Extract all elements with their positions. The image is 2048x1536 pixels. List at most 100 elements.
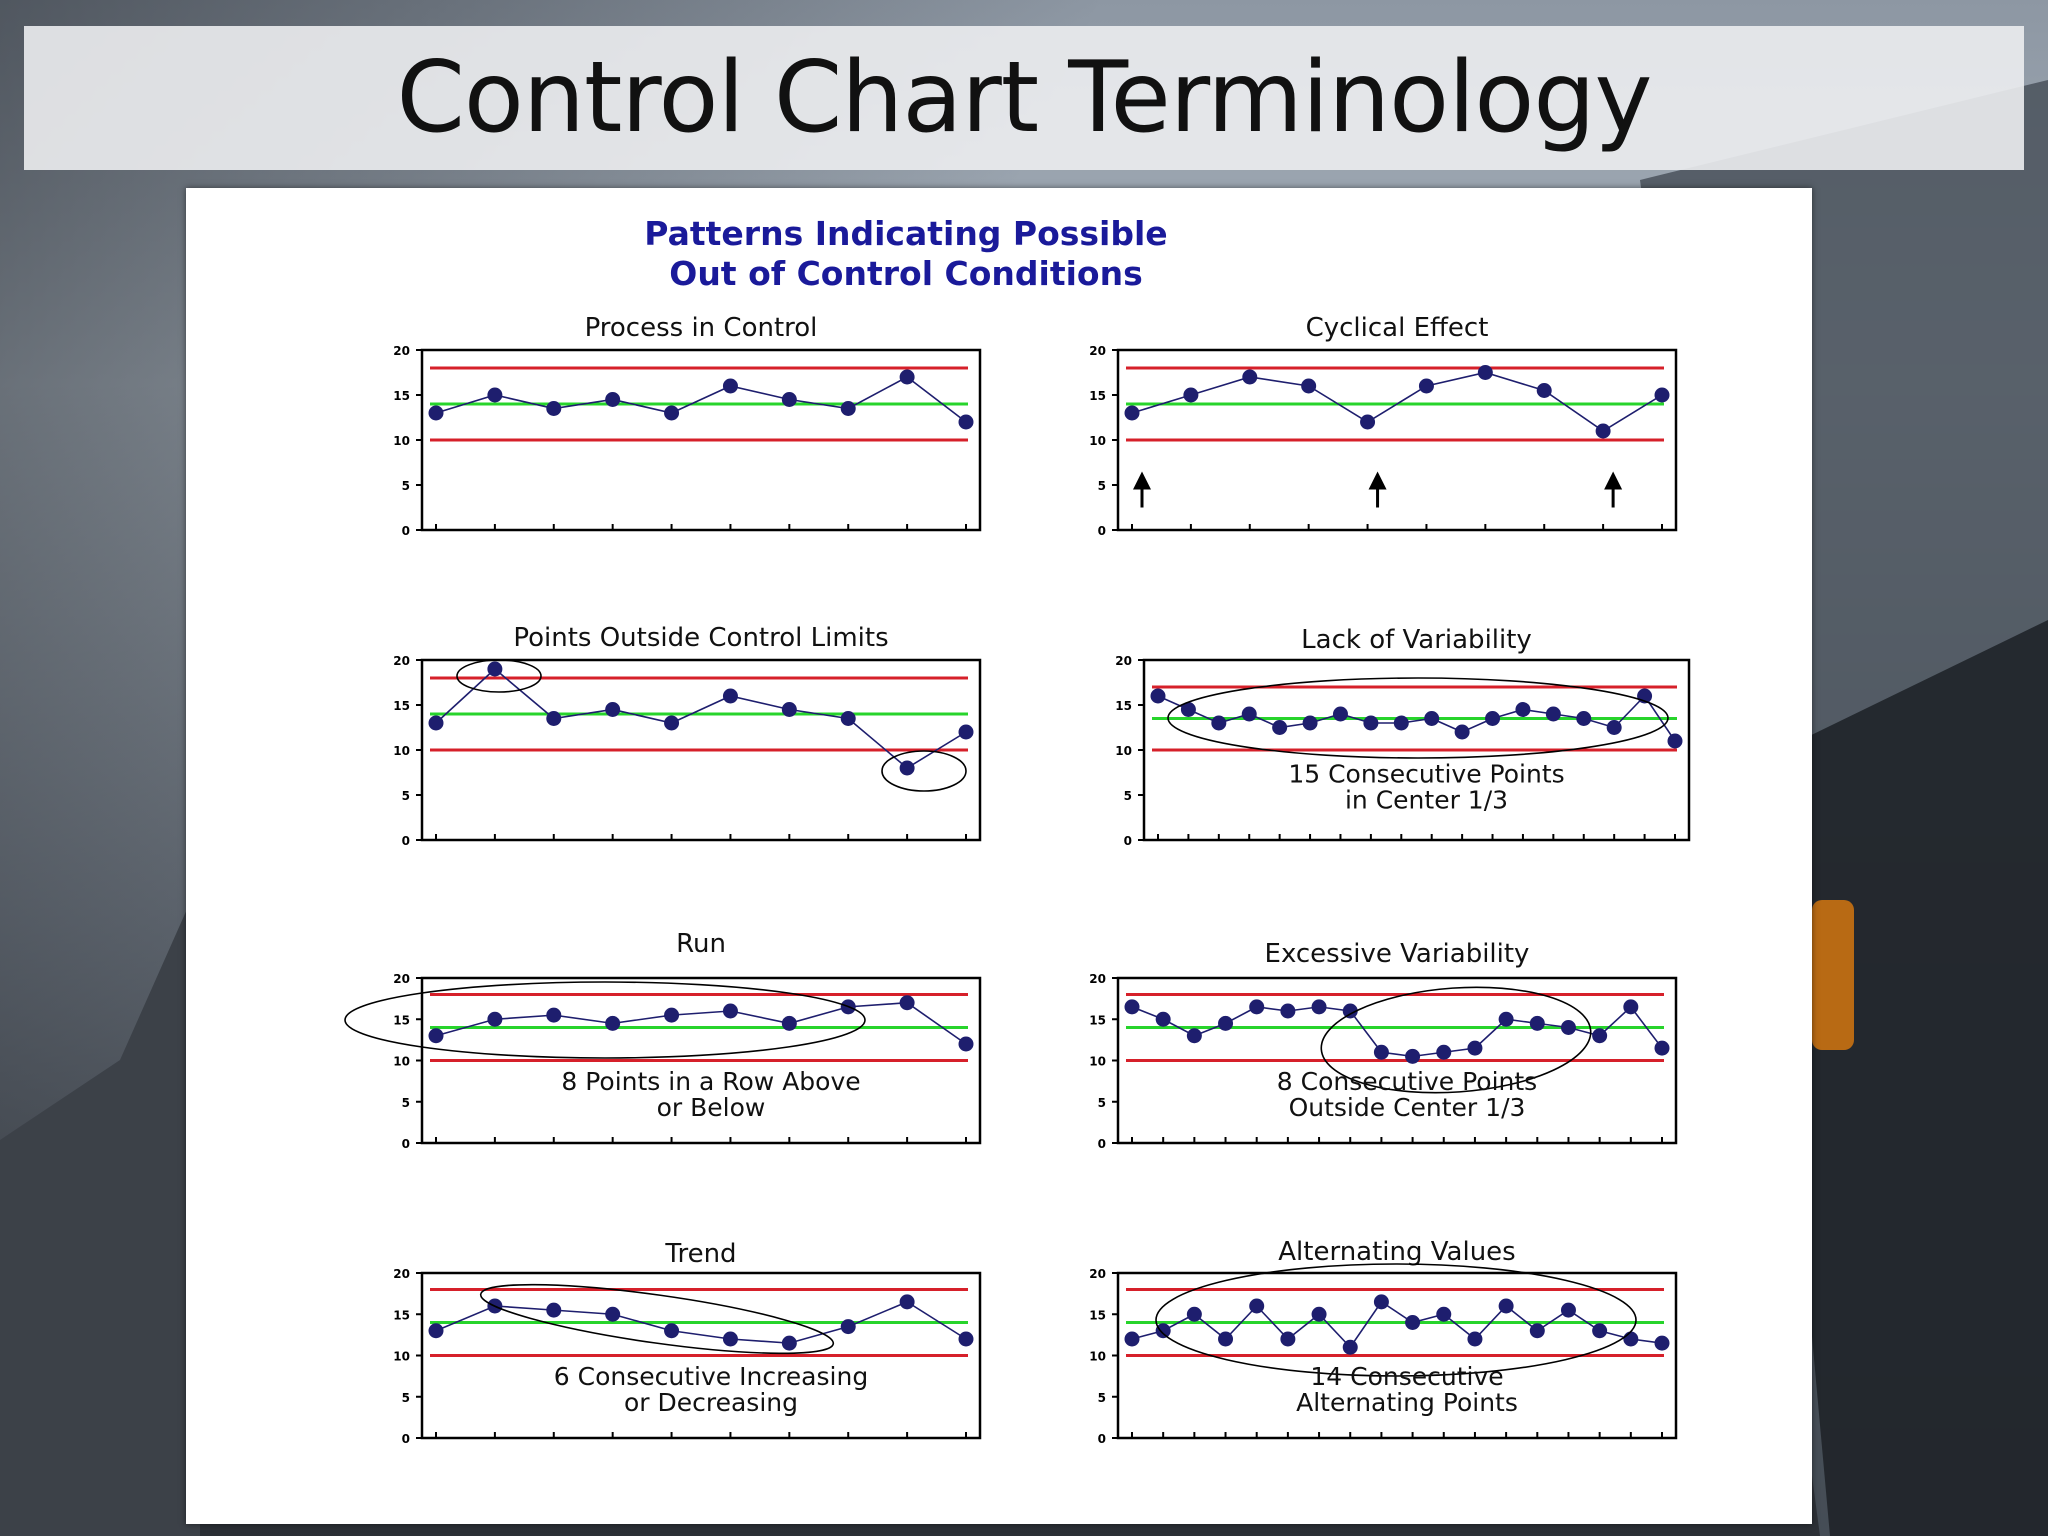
chart-1: Cyclical Effect 0 5 10 15 20 <box>1089 313 1678 538</box>
data-point <box>1124 405 1140 421</box>
data-point <box>605 1306 621 1322</box>
chart-annotation: 14 Consecutive <box>1310 1362 1503 1391</box>
data-point <box>958 414 974 430</box>
arrow-head <box>1133 471 1151 490</box>
data-point <box>1592 1028 1608 1044</box>
y-tick-label: 15 <box>393 389 410 403</box>
arrow-up-icon <box>1368 471 1387 508</box>
data-point <box>1606 720 1622 735</box>
data-point <box>1595 423 1611 439</box>
data-point <box>1436 1044 1452 1060</box>
data-point <box>1241 706 1257 722</box>
data-point <box>1280 1003 1296 1019</box>
chart-title: Alternating Values <box>1278 1237 1515 1267</box>
chart-title: Cyclical Effect <box>1306 313 1489 343</box>
series-line <box>435 1001 967 1045</box>
chart-annotation: in Center 1/3 <box>1345 785 1508 814</box>
data-point <box>1529 1015 1545 1031</box>
data-point <box>1424 711 1440 726</box>
panel-header: Patterns Indicating Possible Out of Cont… <box>186 214 1626 294</box>
data-point <box>1654 387 1670 403</box>
highlight-ellipse <box>1167 677 1669 759</box>
series-line <box>435 667 967 769</box>
y-tick-label: 5 <box>1098 479 1106 493</box>
y-tick-label: 15 <box>393 699 410 713</box>
y-tick-label: 10 <box>1115 744 1132 758</box>
y-tick-label: 0 <box>402 524 410 538</box>
y-tick-label: 20 <box>1115 654 1132 668</box>
y-tick-label: 5 <box>402 1391 410 1405</box>
data-point <box>1249 1298 1265 1314</box>
chart-annotation: 8 Points in a Row Above <box>561 1067 860 1096</box>
data-point <box>1249 999 1265 1015</box>
data-point <box>958 1036 974 1052</box>
data-point <box>1560 1020 1576 1035</box>
data-point <box>1467 1331 1483 1347</box>
data-point <box>546 711 562 726</box>
data-point <box>1180 702 1196 717</box>
y-tick-label: 20 <box>1089 1267 1106 1281</box>
data-point <box>546 1302 562 1318</box>
chart-3: Lack of Variability 0 5 10 15 20 15 Consecutiv… <box>1115 625 1691 848</box>
y-tick-label: 10 <box>393 1055 410 1069</box>
chart-0: Process in Control 0 5 10 15 20 <box>393 313 982 538</box>
data-point <box>1186 1306 1202 1322</box>
data-point <box>1155 1011 1171 1027</box>
data-point <box>1342 1339 1358 1355</box>
chart-title: Excessive Variability <box>1265 939 1530 969</box>
data-point <box>1124 999 1140 1015</box>
data-point <box>781 702 797 717</box>
data-point <box>1360 414 1376 430</box>
data-point <box>487 387 503 403</box>
data-point <box>1150 688 1166 704</box>
highlight-ellipse <box>1320 986 1592 1094</box>
highlight-ellipse <box>344 981 866 1059</box>
control-charts-grid: Process in Control 0 5 10 15 20 Cyclical Effec… <box>344 313 1691 1446</box>
y-tick-label: 0 <box>402 1432 410 1446</box>
y-tick-label: 10 <box>1089 434 1106 448</box>
highlight-ellipse <box>1155 1263 1637 1377</box>
arrow-head <box>1604 471 1623 490</box>
data-point <box>1124 1331 1140 1347</box>
right-dark-building-shape <box>1760 620 2048 1536</box>
data-point <box>1280 1331 1296 1347</box>
data-point <box>664 405 680 421</box>
data-point <box>781 1335 797 1351</box>
traffic-light <box>1812 900 1854 1050</box>
chart-title: Points Outside Control Limits <box>513 623 888 653</box>
data-point <box>722 1331 738 1347</box>
data-point <box>1302 715 1318 731</box>
data-point <box>958 724 974 740</box>
data-point <box>605 1015 621 1031</box>
data-point <box>428 405 444 421</box>
y-tick-label: 20 <box>1089 972 1106 986</box>
data-point <box>781 1015 797 1031</box>
arrow-up-icon <box>1604 471 1623 508</box>
y-tick-label: 5 <box>1124 789 1132 803</box>
chart-6: Trend 0 5 10 15 20 6 Consecutive Increasingor … <box>393 1239 982 1446</box>
chart-title: Process in Control <box>585 313 818 343</box>
y-tick-label: 5 <box>402 1096 410 1110</box>
y-tick-label: 0 <box>1098 1137 1106 1151</box>
y-tick-label: 0 <box>1098 1432 1106 1446</box>
data-point <box>722 1003 738 1019</box>
highlight-ellipse <box>881 750 967 792</box>
data-point <box>1560 1302 1576 1318</box>
data-point <box>840 711 856 726</box>
y-tick-label: 0 <box>402 1137 410 1151</box>
data-point <box>1373 1294 1389 1310</box>
y-tick-label: 10 <box>1089 1350 1106 1364</box>
data-point <box>428 1028 444 1044</box>
y-tick-label: 15 <box>393 1013 410 1027</box>
data-point <box>1485 711 1501 726</box>
y-tick-label: 0 <box>1098 524 1106 538</box>
panel-header-line1: Patterns Indicating Possible <box>644 214 1168 253</box>
data-point <box>781 392 797 407</box>
chart-5: Excessive Variability 0 5 10 15 20 8 Consecuti… <box>1089 939 1678 1151</box>
data-point <box>899 369 915 385</box>
data-point <box>1654 1335 1670 1351</box>
panel-header-line2: Out of Control Conditions <box>669 254 1143 293</box>
y-tick-label: 5 <box>1098 1391 1106 1405</box>
y-tick-label: 20 <box>393 344 410 358</box>
chart-annotation: 15 Consecutive Points <box>1288 759 1564 788</box>
